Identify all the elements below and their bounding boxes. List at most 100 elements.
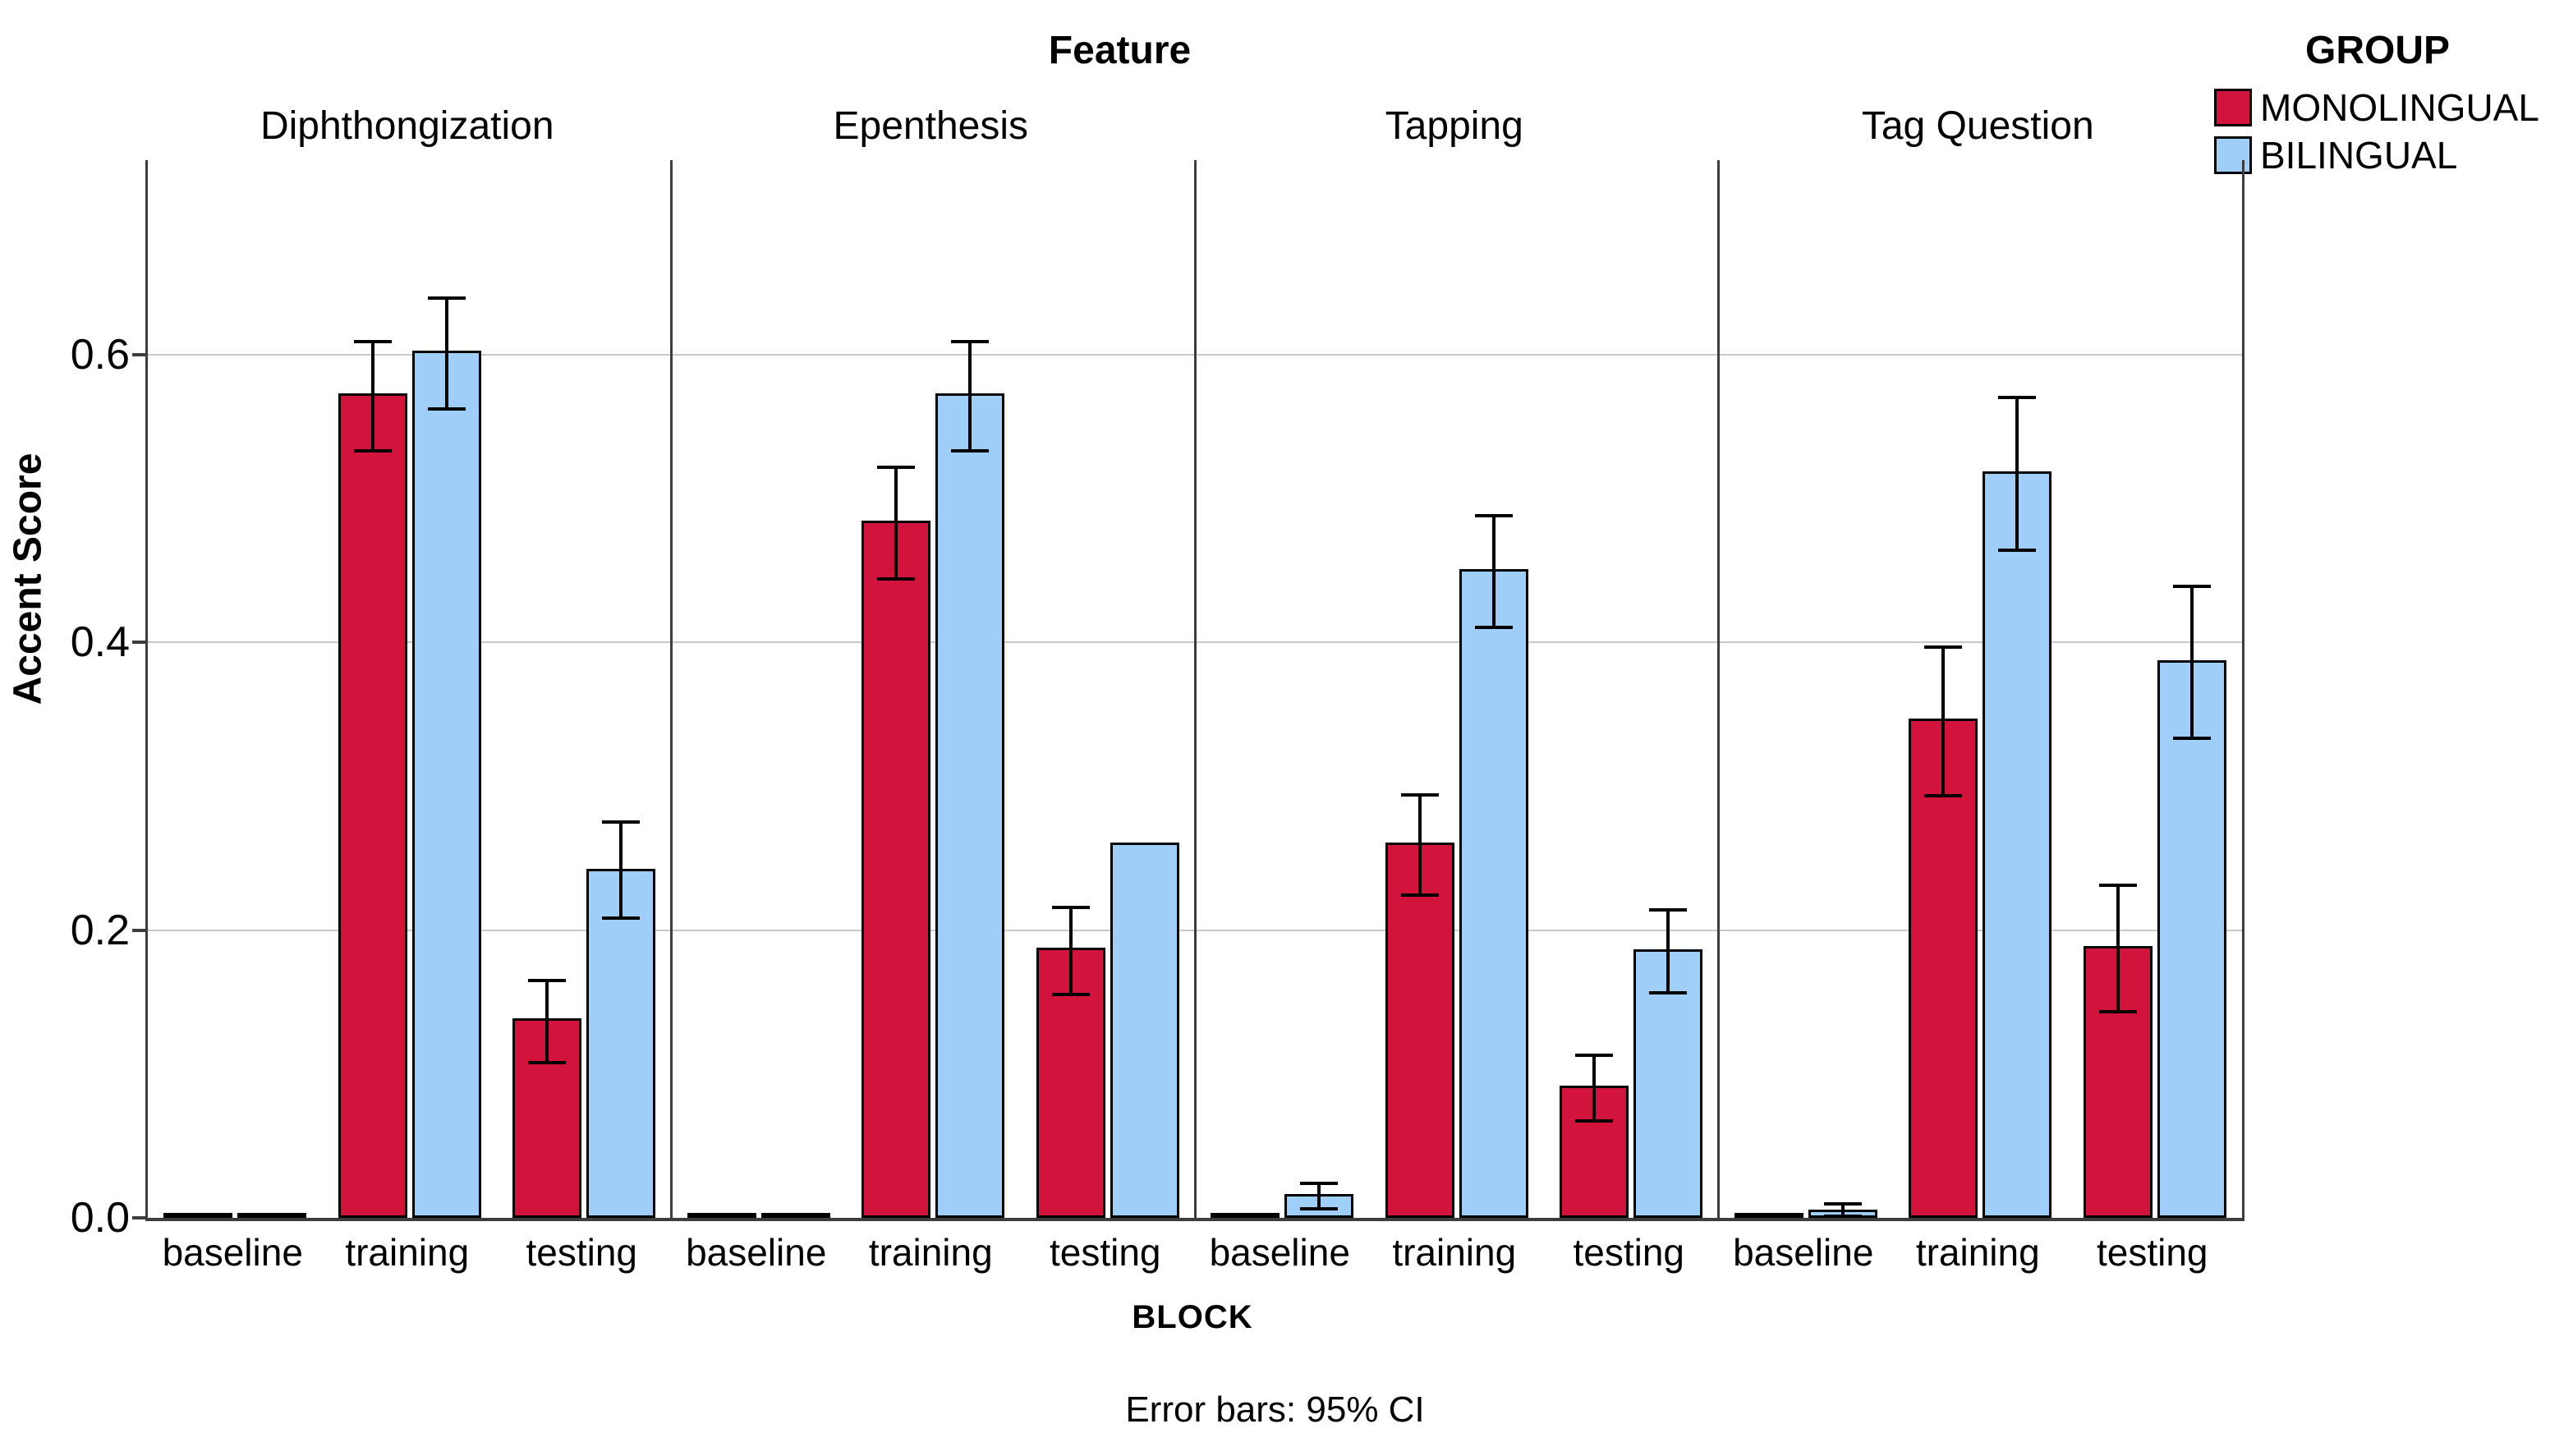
- errorbar-tapping-baseline-bilingual: [1300, 1182, 1339, 1211]
- bar-diphthongization-training-monolingual: [338, 393, 407, 1218]
- x-tick-epenthesis-training: training: [868, 1231, 993, 1274]
- errorbar-cap-top: [1924, 645, 1963, 649]
- x-tick-tag-question-baseline: baseline: [1733, 1231, 1874, 1274]
- errorbar-line: [1417, 793, 1422, 898]
- errorbar-line: [2189, 584, 2194, 741]
- x-tick-tag-question-testing: testing: [2096, 1231, 2208, 1274]
- errorbar-cap-bottom: [528, 1060, 567, 1064]
- panel-title-epenthesis: Epenthesis: [833, 104, 1029, 148]
- bar-epenthesis-training-monolingual: [861, 521, 931, 1218]
- errorbar-line: [1491, 514, 1496, 630]
- errorbar-cap-bottom: [951, 448, 990, 452]
- bar-diphthongization-baseline-monolingual: [163, 1213, 233, 1218]
- errorbar-cap-top: [1474, 514, 1513, 518]
- bar-tag-question-training-bilingual: [1983, 471, 2052, 1218]
- errorbar-tapping-training-bilingual: [1474, 514, 1513, 630]
- bar-epenthesis-baseline-bilingual: [760, 1213, 830, 1218]
- errorbar-cap-bottom: [1649, 991, 1688, 995]
- errorbar-cap-top: [1823, 1201, 1862, 1206]
- y-tick-label-0.2: 0.2: [70, 906, 130, 954]
- bar-epenthesis-testing-bilingual: [1110, 843, 1179, 1218]
- error-bar-caption: Error bars: 95% CI: [1125, 1389, 1425, 1430]
- bar-diphthongization-baseline-bilingual: [237, 1213, 307, 1218]
- legend-title: GROUP: [2304, 29, 2450, 72]
- errorbar-line: [894, 465, 898, 581]
- errorbar-cap-top: [877, 465, 916, 469]
- errorbar-cap-bottom: [353, 448, 392, 452]
- errorbar-line: [444, 296, 448, 411]
- x-tick-tapping-training: training: [1392, 1231, 1517, 1274]
- x-tick-epenthesis-testing: testing: [1049, 1231, 1161, 1274]
- errorbar-cap-bottom: [1575, 1119, 1614, 1123]
- errorbar-diphthongization-training-bilingual: [427, 296, 466, 411]
- x-tick-diphthongization-baseline: baseline: [162, 1231, 303, 1274]
- bar-epenthesis-training-bilingual: [935, 393, 1005, 1218]
- errorbar-line: [1317, 1182, 1321, 1211]
- errorbar-cap-bottom: [2172, 737, 2211, 741]
- errorbar-tag-question-training-bilingual: [1998, 396, 2037, 552]
- legend-swatch-bilingual: [2214, 136, 2252, 174]
- errorbar-cap-top: [951, 340, 990, 344]
- errorbar-cap-bottom: [1474, 626, 1513, 630]
- panel-separator-1: [670, 160, 673, 1218]
- errorbar-cap-bottom: [1300, 1207, 1339, 1211]
- errorbar-diphthongization-testing-monolingual: [528, 979, 567, 1064]
- errorbar-tag-question-testing-bilingual: [2172, 584, 2211, 741]
- panel-title-diphthongization: Diphthongization: [260, 104, 554, 148]
- errorbar-line: [370, 340, 374, 452]
- bar-diphthongization-testing-monolingual: [512, 1018, 582, 1218]
- bar-diphthongization-training-bilingual: [411, 351, 481, 1218]
- errorbar-cap-top: [1649, 908, 1688, 912]
- panel-title-tapping: Tapping: [1385, 104, 1523, 148]
- figure-title: Feature: [1048, 29, 1192, 72]
- errorbar-cap-top: [602, 820, 641, 824]
- bar-tag-question-baseline-monolingual: [1734, 1213, 1803, 1218]
- errorbar-cap-top: [1051, 905, 1090, 909]
- errorbar-tag-question-training-monolingual: [1924, 645, 1963, 798]
- x-axis-title: BLOCK: [1132, 1299, 1253, 1335]
- errorbar-line: [545, 979, 549, 1064]
- errorbar-cap-bottom: [877, 576, 916, 581]
- errorbar-tag-question-testing-monolingual: [2098, 884, 2137, 1014]
- y-tick-mark-0.2: [132, 928, 145, 932]
- errorbar-cap-top: [1300, 1182, 1339, 1186]
- errorbar-diphthongization-training-monolingual: [353, 340, 392, 452]
- panel-separator-3: [1717, 160, 1720, 1218]
- legend-label-monolingual: MONOLINGUAL: [2260, 86, 2539, 129]
- errorbar-epenthesis-testing-monolingual: [1051, 905, 1090, 997]
- y-tick-label-0.0: 0.0: [70, 1194, 130, 1242]
- x-tick-tapping-baseline: baseline: [1209, 1231, 1350, 1274]
- errorbar-line: [1840, 1201, 1845, 1218]
- panel-title-tag-question: Tag Question: [1861, 104, 2094, 148]
- errorbar-tag-question-baseline-bilingual: [1823, 1201, 1862, 1218]
- errorbar-cap-top: [427, 296, 466, 301]
- errorbar-cap-top: [353, 340, 392, 344]
- bar-diphthongization-testing-bilingual: [586, 869, 656, 1218]
- y-tick-label-0.4: 0.4: [70, 618, 130, 667]
- bar-tapping-baseline-monolingual: [1211, 1213, 1280, 1218]
- x-tick-diphthongization-training: training: [345, 1231, 470, 1274]
- errorbar-line: [2015, 396, 2019, 552]
- bar-tapping-testing-monolingual: [1560, 1086, 1629, 1218]
- errorbar-cap-bottom: [2098, 1010, 2137, 1014]
- errorbar-tapping-testing-monolingual: [1575, 1054, 1614, 1123]
- x-tick-tapping-testing: testing: [1573, 1231, 1685, 1274]
- legend-swatch-monolingual: [2214, 89, 2252, 126]
- errorbar-tapping-testing-bilingual: [1649, 908, 1688, 995]
- legend-label-bilingual: BILINGUAL: [2260, 134, 2458, 177]
- errorbar-cap-top: [1998, 396, 2037, 400]
- errorbar-cap-top: [2098, 884, 2137, 888]
- errorbar-cap-top: [2172, 584, 2211, 588]
- bar-epenthesis-baseline-monolingual: [687, 1213, 756, 1218]
- plot-area: [145, 160, 2244, 1221]
- errorbar-epenthesis-training-monolingual: [877, 465, 916, 581]
- y-tick-mark-0.4: [132, 641, 145, 645]
- errorbar-cap-bottom: [1924, 794, 1963, 798]
- y-tick-mark-0.6: [132, 352, 145, 356]
- errorbar-line: [1068, 905, 1073, 997]
- panel-separator-2: [1193, 160, 1197, 1218]
- errorbar-cap-bottom: [427, 406, 466, 411]
- errorbar-line: [1941, 645, 1946, 798]
- errorbar-cap-top: [1575, 1054, 1614, 1058]
